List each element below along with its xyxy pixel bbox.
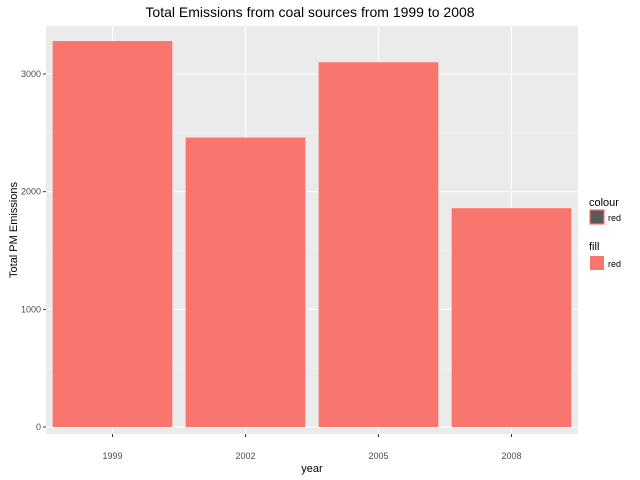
bar-2002 xyxy=(185,137,306,428)
y-tick-label: 3000 xyxy=(21,69,41,79)
bars xyxy=(52,41,572,428)
x-axis-ticks: 1999 2002 2005 2008 xyxy=(102,434,522,461)
bar-2005 xyxy=(318,62,439,427)
bar-2008 xyxy=(451,208,572,427)
legend-label-fill: red xyxy=(608,259,621,269)
y-axis-ticks: 0 1000 2000 3000 xyxy=(21,69,46,432)
bar-1999 xyxy=(52,41,173,427)
legend-key-fill xyxy=(590,256,604,270)
legend-label-colour: red xyxy=(608,213,621,223)
x-axis-title: year xyxy=(301,463,323,475)
x-tick-label: 1999 xyxy=(102,451,122,461)
legend-title-fill: fill xyxy=(589,241,599,253)
y-tick-label: 2000 xyxy=(21,187,41,197)
x-tick-label: 2002 xyxy=(235,451,255,461)
x-tick-label: 2005 xyxy=(368,451,388,461)
legend-key-colour xyxy=(589,209,605,225)
chart-title: Total Emissions from coal sources from 1… xyxy=(145,4,474,20)
legend-title-colour: colour xyxy=(589,197,619,209)
legend: colour red fill red xyxy=(589,197,621,270)
x-tick-label: 2008 xyxy=(501,451,521,461)
y-tick-label: 0 xyxy=(36,422,41,432)
y-axis-title: Total PM Emissions xyxy=(8,182,20,278)
y-tick-label: 1000 xyxy=(21,304,41,314)
